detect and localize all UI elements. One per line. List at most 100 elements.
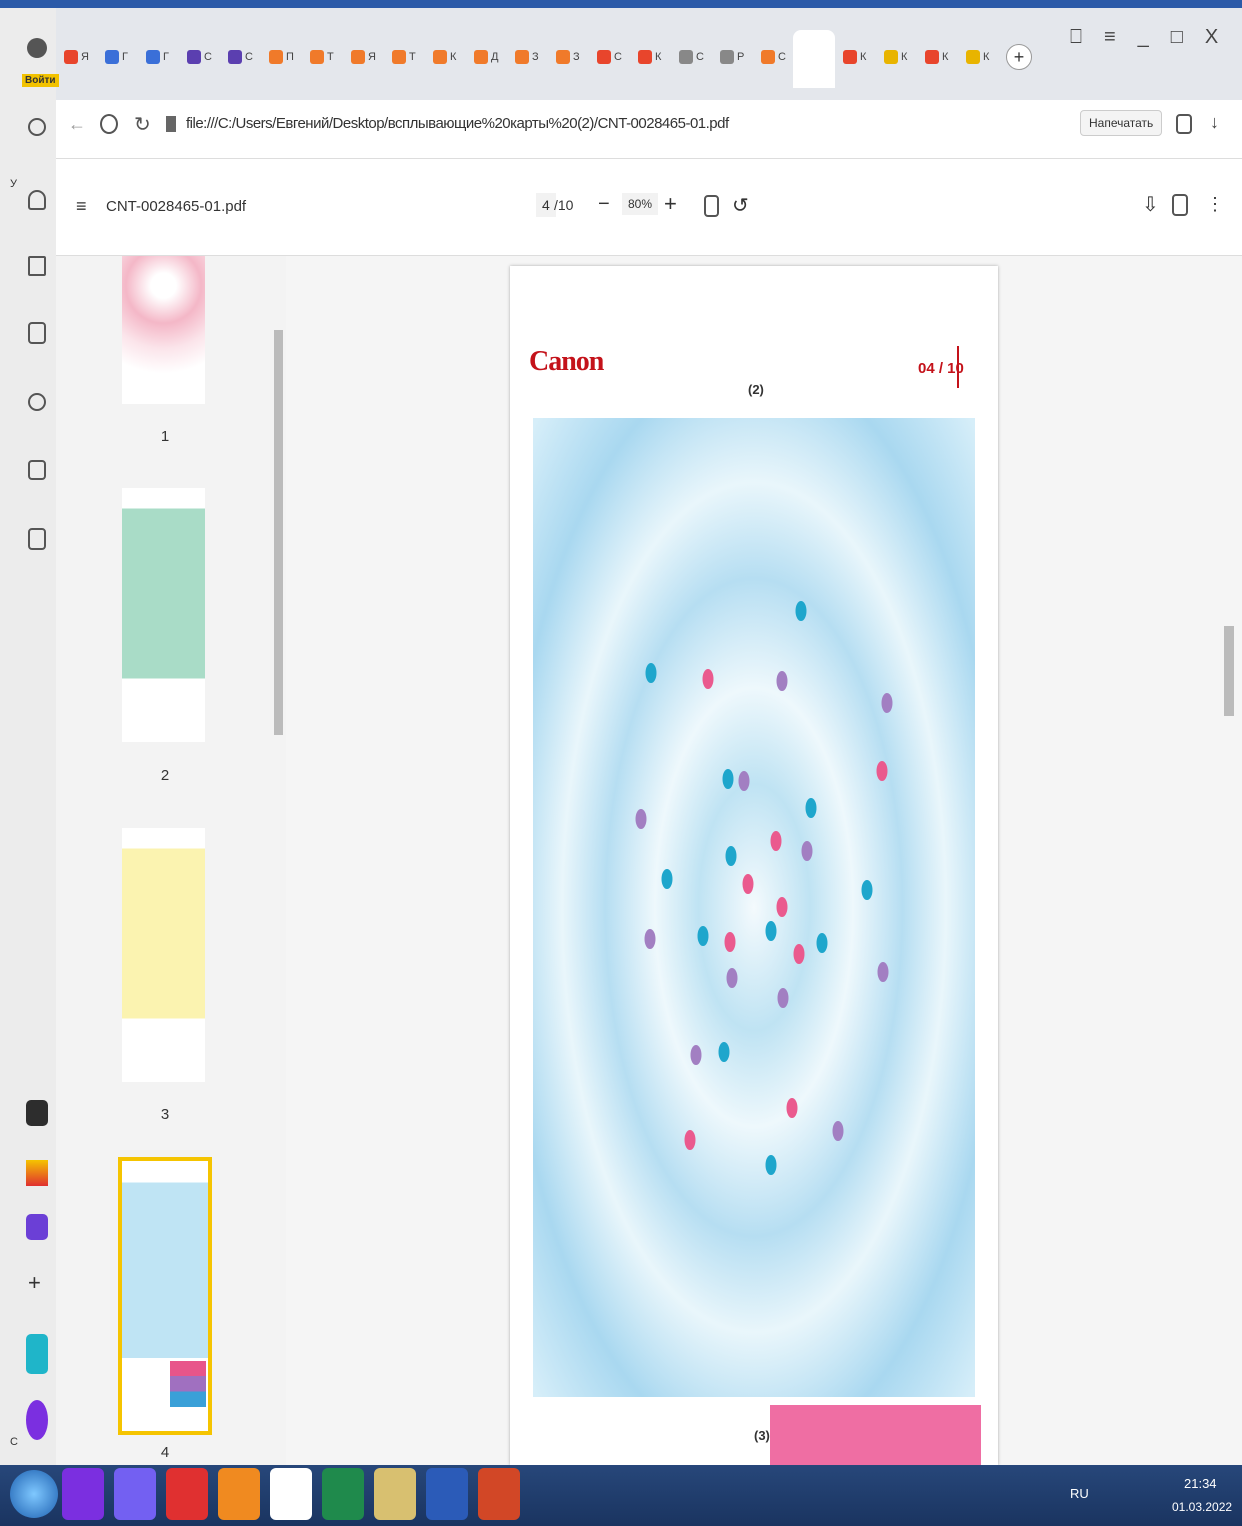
dot <box>644 929 656 949</box>
scrollbar-thumb[interactable] <box>1224 626 1234 716</box>
dot <box>645 663 657 683</box>
avatar[interactable] <box>27 38 47 58</box>
taskbar-app[interactable] <box>114 1468 156 1520</box>
tab[interactable]: П <box>269 40 307 74</box>
taskbar-app[interactable] <box>426 1468 468 1520</box>
print-button[interactable]: Напечатать <box>1080 110 1163 136</box>
zoom-in-button[interactable]: + <box>664 191 677 216</box>
tab[interactable]: К <box>966 40 1004 74</box>
tab[interactable]: С <box>761 40 799 74</box>
window-controls[interactable]: ⎕≡_□X <box>1070 26 1241 48</box>
tab-title: Т <box>327 51 334 63</box>
tab[interactable]: З <box>515 40 553 74</box>
url[interactable]: file:///C:/Users/Евгений/Desktop/всплыва… <box>186 115 729 132</box>
rotate-button[interactable]: ↺ <box>732 195 749 217</box>
app-icon[interactable] <box>26 1100 48 1126</box>
app-icon[interactable] <box>26 1160 48 1186</box>
dot <box>765 921 777 941</box>
tab-title: К <box>942 51 949 63</box>
history-icon[interactable] <box>28 118 46 136</box>
add-app-button[interactable]: + <box>28 1270 41 1295</box>
tab[interactable]: К <box>843 40 881 74</box>
taskbar-app[interactable] <box>218 1468 260 1520</box>
zoom-out-button[interactable]: − <box>598 193 610 215</box>
page-total: /10 <box>554 197 574 213</box>
screenshot-icon[interactable] <box>28 528 46 550</box>
thumbnail[interactable] <box>122 488 205 742</box>
tab[interactable]: К <box>433 40 471 74</box>
language[interactable]: RU <box>1070 1486 1089 1501</box>
sidebar <box>0 8 56 1465</box>
thumbnail[interactable] <box>122 256 205 404</box>
clock-time[interactable]: 21:34 <box>1184 1476 1217 1491</box>
tab[interactable]: С <box>187 40 225 74</box>
tab[interactable]: Я <box>351 40 389 74</box>
page-input[interactable]: 4 <box>536 193 556 217</box>
reader-icon[interactable] <box>1176 114 1192 134</box>
dot <box>697 926 709 946</box>
tab[interactable]: Г <box>105 40 143 74</box>
back-button[interactable]: ← <box>68 114 86 134</box>
section-label: (2) <box>748 382 764 397</box>
dot <box>726 968 738 988</box>
print-icon[interactable] <box>1172 194 1188 216</box>
active-tab[interactable] <box>793 30 835 88</box>
save-button[interactable]: ⇩ <box>1142 194 1159 216</box>
tab[interactable]: Я <box>64 40 102 74</box>
tab[interactable]: С <box>228 40 266 74</box>
more-button[interactable]: ⋮ <box>1206 194 1224 214</box>
tab[interactable]: К <box>884 40 922 74</box>
tab[interactable]: К <box>638 40 676 74</box>
start-button[interactable] <box>10 1470 58 1518</box>
tab[interactable]: С <box>679 40 717 74</box>
fit-button[interactable] <box>704 195 719 217</box>
tab[interactable]: Т <box>392 40 430 74</box>
tab[interactable]: К <box>925 40 963 74</box>
yandex-button[interactable] <box>100 114 118 134</box>
notifications-icon[interactable] <box>28 190 46 210</box>
tab-title: С <box>204 51 212 63</box>
login-button[interactable]: Войти <box>22 74 59 87</box>
tab[interactable]: Д <box>474 40 512 74</box>
thumbnail-selected[interactable] <box>118 1157 212 1435</box>
thumbnail[interactable] <box>122 828 205 1082</box>
taskbar-app[interactable] <box>374 1468 416 1520</box>
app-icon[interactable] <box>26 1214 48 1240</box>
tab-title: Г <box>122 51 128 63</box>
tab[interactable]: З <box>556 40 594 74</box>
taskbar-app[interactable] <box>62 1468 104 1520</box>
alice-icon[interactable] <box>26 1400 48 1440</box>
logo: Canon <box>529 346 604 377</box>
dot <box>722 769 734 789</box>
tab-title: Р <box>737 51 745 63</box>
media-icon[interactable] <box>28 393 46 411</box>
bookmarks-icon[interactable] <box>28 256 46 276</box>
clock-date[interactable]: 01.03.2022 <box>1172 1500 1233 1514</box>
download-button[interactable]: ↓ <box>1210 112 1219 132</box>
menu-button[interactable]: ≡ <box>76 196 87 216</box>
reload-button[interactable]: ↻ <box>134 114 151 136</box>
scrollbar-thumb[interactable] <box>274 330 283 735</box>
dot <box>770 831 782 851</box>
taskbar-app[interactable] <box>478 1468 520 1520</box>
file-name: CNT-0028465-01.pdf <box>106 198 247 215</box>
dot <box>801 841 813 861</box>
calendar-icon[interactable] <box>28 460 46 480</box>
tab[interactable]: Р <box>720 40 758 74</box>
tab[interactable]: Г <box>146 40 184 74</box>
edge-text: У <box>10 178 17 190</box>
tab-title: Д <box>491 51 499 63</box>
taskbar-app[interactable] <box>270 1468 312 1520</box>
taskbar-app[interactable] <box>322 1468 364 1520</box>
tab-favicon <box>474 50 488 64</box>
tab-title: Я <box>81 51 89 63</box>
taskbar-app[interactable] <box>166 1468 208 1520</box>
app-icon[interactable] <box>26 1334 48 1374</box>
collections-icon[interactable] <box>28 322 46 344</box>
new-tab-button[interactable]: + <box>1006 44 1032 70</box>
tab-title: С <box>696 51 704 63</box>
zoom-input[interactable]: 80% <box>622 193 659 215</box>
tab[interactable]: С <box>597 40 635 74</box>
tab[interactable]: Т <box>310 40 348 74</box>
